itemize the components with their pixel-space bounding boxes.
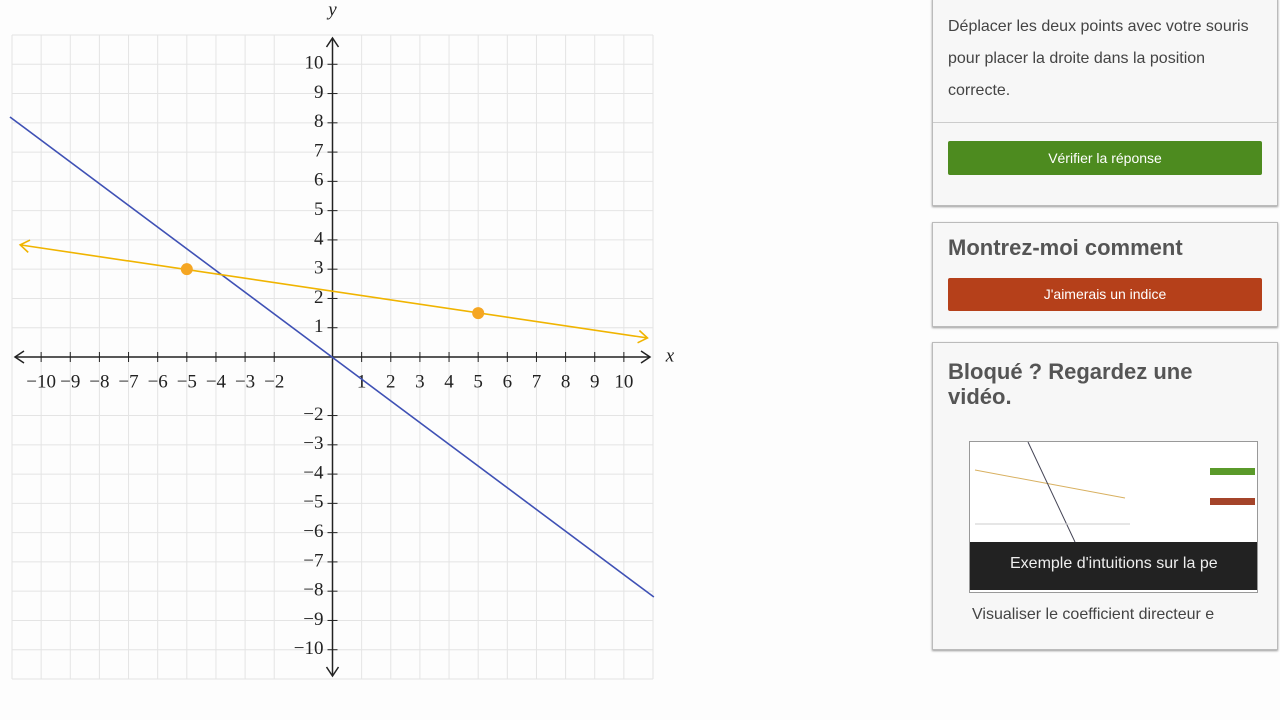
draggable-point[interactable] (472, 307, 485, 320)
video-link[interactable]: Visualiser le coefficient directeur e (972, 606, 1215, 623)
y-tick-label: 5 (314, 199, 324, 220)
y-tick-label: 7 (314, 140, 324, 161)
x-tick-label: 3 (415, 371, 425, 392)
y-tick-label: 6 (314, 170, 324, 191)
video-caption: Exemple d'intuitions sur la pe (970, 542, 1257, 590)
x-tick-label: −4 (206, 371, 227, 392)
y-tick-label: 4 (314, 228, 324, 249)
x-axis-label: x (665, 345, 675, 366)
y-tick-label: −2 (303, 404, 323, 425)
y-tick-label: −5 (303, 492, 323, 513)
x-tick-label: 1 (357, 371, 367, 392)
video-heading: Bloqué ? Regardez une vidéo. (948, 359, 1193, 409)
y-tick-label: −8 (303, 580, 323, 601)
separator (933, 122, 1277, 123)
x-tick-label: −10 (26, 371, 56, 392)
x-tick-label: 10 (614, 371, 633, 392)
x-tick-label: −3 (235, 371, 255, 392)
x-tick-label: −5 (177, 371, 197, 392)
y-tick-label: 2 (314, 287, 324, 308)
x-tick-label: −6 (148, 371, 168, 392)
y-tick-label: −7 (303, 550, 323, 571)
video-thumbnail[interactable]: Exemple d'intuitions sur la pe (969, 441, 1258, 593)
y-axis-label: y (326, 0, 337, 20)
hint-heading: Montrez-moi comment (948, 235, 1183, 260)
y-tick-label: −9 (303, 609, 323, 630)
line (20, 244, 648, 339)
x-tick-label: −8 (89, 371, 109, 392)
x-tick-label: 9 (590, 371, 600, 392)
x-tick-label: 4 (444, 371, 454, 392)
line (9, 116, 655, 598)
x-tick-label: −2 (264, 371, 284, 392)
instructions-panel: Déplacer les deux points avec votre sour… (932, 0, 1278, 206)
thumbnail-image (974, 442, 1255, 542)
y-tick-label: −10 (294, 638, 324, 659)
axis-arrows (13, 36, 652, 678)
check-button[interactable]: Vérifier la réponse (948, 141, 1262, 175)
y-tick-label: 10 (305, 53, 324, 74)
x-tick-label: −9 (60, 371, 80, 392)
y-tick-label: −3 (303, 433, 323, 454)
y-tick-label: −4 (303, 462, 324, 483)
y-tick-label: 8 (314, 111, 324, 132)
x-tick-label: −7 (118, 371, 138, 392)
line-arrow (18, 239, 31, 253)
line-arrow (637, 329, 649, 344)
hint-panel: Montrez-moi comment J'aimerais un indice (932, 222, 1278, 327)
y-tick-label: 3 (314, 258, 324, 279)
x-tick-label: 7 (532, 371, 542, 392)
draggable-point[interactable] (180, 263, 193, 276)
x-tick-label: 5 (473, 371, 483, 392)
x-tick-label: 8 (561, 371, 571, 392)
hint-button[interactable]: J'aimerais un indice (948, 278, 1262, 311)
x-tick-label: 2 (386, 371, 396, 392)
y-tick-label: 9 (314, 82, 324, 103)
y-tick-label: 1 (314, 316, 324, 337)
instructions: Déplacer les deux points avec votre sour… (948, 18, 1249, 99)
x-tick-label: 6 (503, 371, 513, 392)
graph: xy−10 −9 −8 −7 −6 −5 −4 −3 −2 1 2 3 4 5 6 7 8 9 10−10−9−8−… (9, 0, 675, 680)
video-panel: Bloqué ? Regardez une vidéo. Exemple d'i… (932, 342, 1278, 650)
y-tick-label: −6 (303, 521, 323, 542)
